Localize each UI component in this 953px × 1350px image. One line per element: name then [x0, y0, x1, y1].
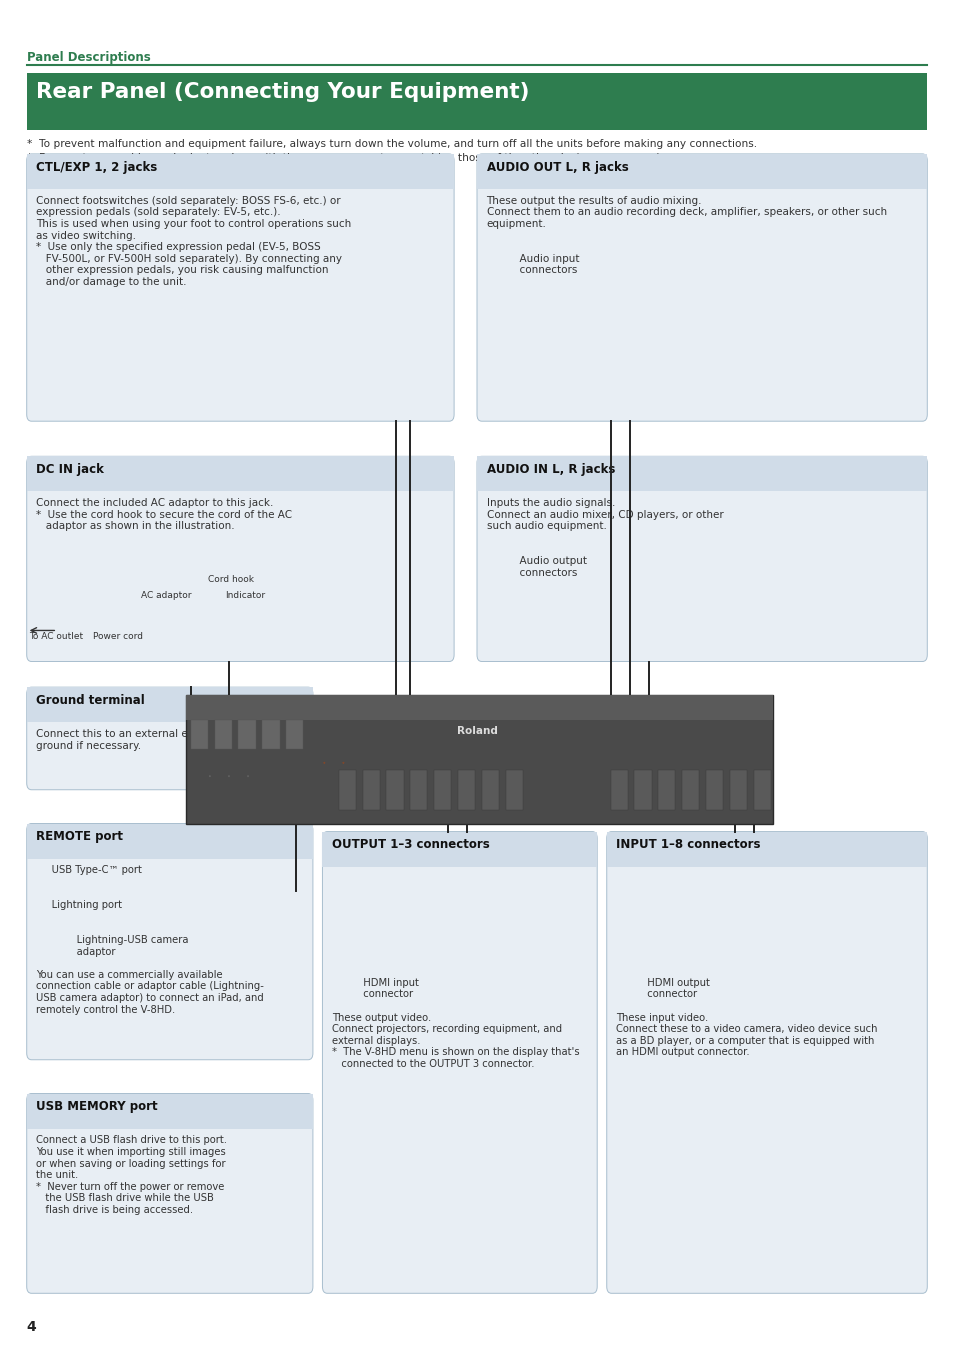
Bar	[634, 769, 651, 810]
Bar	[186, 695, 772, 824]
Text: Connect the included AC adaptor to this jack.
*  Use the cord hook to secure the: Connect the included AC adaptor to this …	[36, 498, 292, 532]
Bar	[27, 1094, 313, 1129]
Text: Roland: Roland	[456, 726, 497, 736]
Text: These output the results of audio mixing.
Connect them to an audio recording dec: These output the results of audio mixing…	[486, 196, 885, 275]
Bar	[27, 687, 313, 722]
Text: *  To prevent malfunction and equipment failure, always turn down the volume, an: * To prevent malfunction and equipment f…	[27, 139, 756, 148]
Bar	[606, 832, 926, 867]
FancyBboxPatch shape	[27, 687, 313, 790]
Text: Panel Descriptions: Panel Descriptions	[27, 51, 151, 65]
Text: USB Type-C™ port


     Lightning port


             Lightning-USB camera
     : USB Type-C™ port Lightning port Lightnin…	[36, 865, 264, 1015]
Text: 4: 4	[27, 1320, 36, 1334]
FancyBboxPatch shape	[476, 154, 926, 421]
FancyBboxPatch shape	[27, 824, 313, 1060]
Text: CTL/EXP 1, 2 jacks: CTL/EXP 1, 2 jacks	[36, 161, 157, 174]
Bar	[476, 154, 926, 189]
FancyBboxPatch shape	[27, 456, 454, 662]
Text: OUTPUT 1–3 connectors: OUTPUT 1–3 connectors	[332, 838, 489, 852]
Bar	[753, 769, 770, 810]
FancyBboxPatch shape	[27, 1094, 313, 1293]
Text: Connect this to an external earth or
ground if necessary.: Connect this to an external earth or gro…	[36, 729, 223, 751]
Bar	[410, 769, 427, 810]
Text: Rear Panel (Connecting Your Equipment): Rear Panel (Connecting Your Equipment)	[36, 82, 529, 103]
Bar	[505, 769, 522, 810]
Bar	[434, 769, 451, 810]
Text: REMOTE port: REMOTE port	[36, 830, 123, 844]
Text: AUDIO IN L, R jacks: AUDIO IN L, R jacks	[486, 463, 615, 477]
Bar	[386, 769, 403, 810]
Bar	[481, 769, 498, 810]
Bar	[610, 769, 627, 810]
Text: *  Be sure to use cables and adaptor plugs with the proper connectors matching t: * Be sure to use cables and adaptor plug…	[27, 153, 676, 162]
Bar	[27, 824, 313, 859]
Text: Inputs the audio signals.
Connect an audio mixer, CD players, or other
such audi: Inputs the audio signals. Connect an aud…	[486, 498, 722, 578]
Bar	[681, 769, 699, 810]
Text: AUDIO OUT L, R jacks: AUDIO OUT L, R jacks	[486, 161, 628, 174]
Bar	[322, 832, 597, 867]
Bar	[457, 769, 475, 810]
Bar	[262, 720, 279, 749]
Text: HDMI input
          connector

These output video.
Connect projectors, recordin: HDMI input connector These output video.…	[332, 873, 579, 1069]
Bar	[27, 73, 926, 130]
FancyBboxPatch shape	[322, 832, 597, 1293]
Bar	[27, 456, 454, 491]
Text: Ground terminal: Ground terminal	[36, 694, 145, 707]
Text: Cord hook: Cord hook	[208, 575, 253, 585]
Text: INPUT 1–8 connectors: INPUT 1–8 connectors	[616, 838, 760, 852]
Bar	[338, 769, 355, 810]
Text: Connect a USB flash drive to this port.
You use it when importing still images
o: Connect a USB flash drive to this port. …	[36, 1135, 227, 1215]
FancyBboxPatch shape	[476, 456, 926, 662]
Bar	[729, 769, 746, 810]
FancyBboxPatch shape	[27, 154, 454, 421]
Bar	[705, 769, 722, 810]
Text: USB MEMORY port: USB MEMORY port	[36, 1100, 157, 1114]
Text: To AC outlet: To AC outlet	[29, 632, 83, 641]
Text: Connect footswitches (sold separately: BOSS FS-6, etc.) or
expression pedals (so: Connect footswitches (sold separately: B…	[36, 196, 351, 288]
Bar	[658, 769, 675, 810]
Bar	[186, 695, 772, 720]
Text: HDMI output
          connector

These input video.
Connect these to a video cam: HDMI output connector These input video.…	[616, 873, 877, 1057]
Bar	[362, 769, 379, 810]
Bar	[214, 720, 232, 749]
Bar	[238, 720, 255, 749]
Text: Indicator: Indicator	[225, 591, 265, 601]
Bar	[191, 720, 208, 749]
Bar	[286, 720, 303, 749]
Bar	[476, 456, 926, 491]
Text: Power cord: Power cord	[93, 632, 143, 641]
FancyBboxPatch shape	[606, 832, 926, 1293]
Bar	[27, 154, 454, 189]
Text: AC adaptor: AC adaptor	[141, 591, 192, 601]
Text: DC IN jack: DC IN jack	[36, 463, 104, 477]
